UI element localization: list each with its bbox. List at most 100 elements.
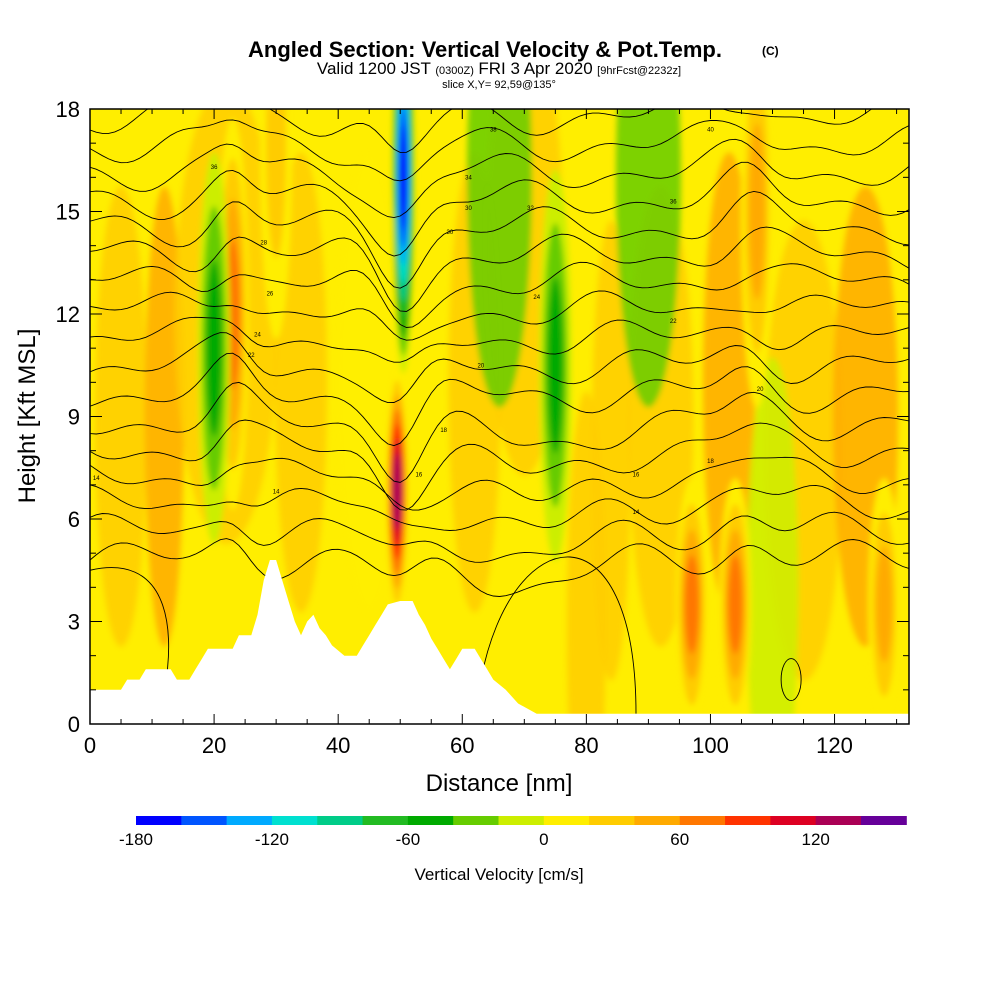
contour-label: 16 (415, 473, 422, 479)
colorbar-swatch (498, 816, 545, 825)
theta-contour (90, 261, 909, 328)
contour-label: 24 (254, 333, 261, 339)
contour-label: 20 (478, 363, 485, 369)
velocity-band (95, 186, 148, 647)
contour-label: 24 (533, 295, 540, 301)
y-tick-label: 6 (68, 507, 80, 532)
velocity-feature (392, 453, 402, 531)
theta-contour (90, 511, 909, 563)
contour-label: 14 (633, 510, 640, 516)
x-tick-label: 0 (84, 733, 96, 758)
colorbar-swatch (317, 816, 364, 825)
contour-label: 30 (447, 230, 454, 236)
contour-label: 16 (633, 473, 640, 479)
velocity-feature (266, 109, 287, 259)
x-axis: 0 20 40 60 80 100 120 (84, 733, 853, 758)
y-tick-label: 15 (56, 200, 80, 225)
theta-contour (90, 352, 909, 447)
velocity-feature (748, 123, 766, 300)
y-tick-label: 0 (68, 712, 80, 737)
theta-contour (90, 190, 909, 289)
colorbar-tick-label: 60 (670, 830, 689, 849)
colorbar-swatch (362, 816, 409, 825)
colorbar-tick-label: -180 (119, 830, 153, 849)
theta-contour (480, 556, 637, 714)
colorbar-swatch (181, 816, 228, 825)
theta-contour (90, 138, 909, 219)
terrain (90, 560, 909, 724)
velocity-band (144, 186, 184, 647)
velocity-feature (399, 124, 408, 230)
theta-contour (90, 567, 170, 690)
contour-label: 22 (670, 319, 677, 325)
contour-label: 18 (440, 428, 447, 434)
theta-contour (90, 419, 909, 511)
subtitle-forecast: [9hrFcst@2232z] (597, 65, 681, 77)
contour-label: 40 (707, 128, 714, 134)
y-tick-label: 12 (56, 302, 80, 327)
colorbar-swatch (543, 816, 590, 825)
theta-contour (90, 316, 909, 363)
subtitle-date: FRI 3 Apr 2020 (478, 59, 592, 78)
theta-contour (90, 290, 909, 341)
x-tick-label: 60 (450, 733, 474, 758)
colorbar-tick-label: 0 (539, 830, 548, 849)
velocity-band (336, 152, 402, 613)
theta-contour (90, 161, 909, 257)
plot-area: 14 14 16 14 16 18 18 20 20 22 24 22 24 26 28 30 30 32 34 36… (90, 109, 909, 724)
theta-contour (90, 332, 909, 404)
theta-contour (90, 381, 909, 483)
contour-label: 20 (757, 387, 764, 393)
chart-title: Angled Section: Vertical Velocity & Pot.… (248, 37, 722, 62)
x-tick-label: 20 (202, 733, 226, 758)
contour-label: 36 (211, 165, 218, 171)
colorbar-swatch (271, 816, 318, 825)
chart-subtitle: Valid 1200 JST (0300Z) FRI 3 Apr 2020 [9… (317, 59, 681, 78)
contour-label: 38 (490, 128, 497, 134)
x-tick-label: 40 (326, 733, 350, 758)
velocity-band (746, 357, 799, 724)
colorbar-swatch (589, 816, 635, 825)
theta-contour-labels: 14 14 16 14 16 18 18 20 20 22 24 22 24 26 28 30 30 32 34 36… (93, 128, 764, 517)
colorbar-tick-label: -120 (255, 830, 289, 849)
contour-label: 14 (93, 476, 100, 482)
theta-contour (90, 456, 909, 511)
theta-contour (780, 658, 802, 702)
theta-contour (90, 119, 909, 182)
colorbar-tick-label: 120 (802, 830, 830, 849)
y-tick-label: 3 (68, 610, 80, 635)
colorbar-swatch (453, 816, 499, 825)
colorbar-swatch (679, 816, 726, 825)
velocity-feature (547, 276, 564, 454)
contour-label: 22 (248, 353, 255, 359)
colorbar-swatch (634, 816, 681, 825)
velocity-field (95, 109, 901, 724)
slice-info: slice X,Y= 92,59@135° (442, 79, 556, 91)
velocity-feature (684, 554, 699, 654)
colorbar-swatch (861, 816, 907, 825)
contour-label: 32 (527, 206, 534, 212)
colorbar-swatch (815, 816, 862, 825)
subtitle-valid: Valid 1200 JST (317, 59, 431, 78)
colorbar-tick-label: -60 (396, 830, 421, 849)
velocity-feature (206, 259, 223, 437)
y-axis-label: Height [Kft MSL] (14, 329, 41, 504)
contour-label: 30 (465, 206, 472, 212)
velocity-feature (876, 546, 893, 663)
contour-label: 26 (267, 292, 274, 298)
contour-label: 28 (260, 240, 267, 246)
velocity-band (615, 109, 681, 408)
theta-contour (90, 538, 909, 597)
velocity-band (467, 109, 532, 408)
x-tick-label: 120 (816, 733, 853, 758)
colorbar-swatch (770, 816, 817, 825)
colorbar-swatch (226, 816, 273, 825)
subtitle-zulu: (0300Z) (435, 65, 474, 77)
colorbar-swatch (725, 816, 771, 825)
y-axis: 0 3 6 9 12 15 18 (56, 97, 80, 737)
theta-contour (90, 484, 909, 531)
x-tick-label: 80 (574, 733, 598, 758)
colorbar (136, 816, 907, 825)
axis-ticks (89, 108, 909, 725)
